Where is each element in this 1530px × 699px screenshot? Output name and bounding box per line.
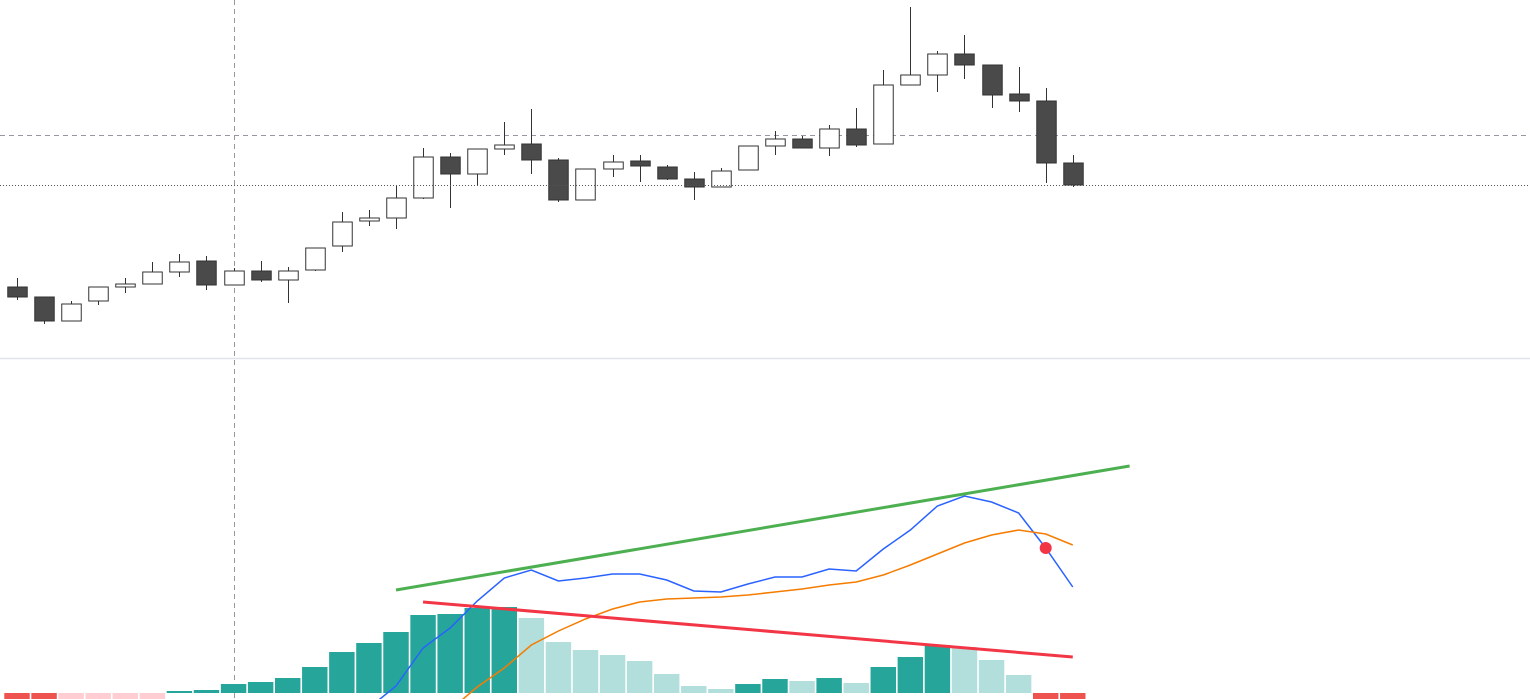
histogram-bar [708, 689, 734, 693]
histogram-bar [491, 607, 518, 693]
cross-marker [1039, 542, 1052, 554]
macd-pane [4, 464, 1130, 699]
histogram-bar [4, 693, 30, 699]
histogram-bar [599, 655, 626, 693]
candle-body [738, 145, 759, 171]
candle-body [711, 170, 732, 188]
histogram-bar [302, 667, 328, 693]
histogram-bar [1060, 693, 1086, 699]
candle-body [88, 286, 109, 302]
candle-body [467, 148, 488, 175]
price-pane [0, 7, 1530, 324]
trend-line [422, 600, 1073, 659]
candle-body [873, 84, 894, 145]
candle-body [61, 303, 82, 322]
histogram-bar [870, 667, 896, 693]
candle-body [332, 221, 353, 247]
histogram-bar [31, 693, 57, 699]
histogram-bar [383, 632, 409, 693]
histogram-bar [978, 660, 1005, 693]
candle-body [413, 156, 434, 199]
macd-line [461, 529, 1074, 699]
candle-body [1009, 93, 1030, 102]
candle-body [819, 128, 840, 149]
histogram-bar [274, 678, 301, 693]
candle-body [575, 168, 596, 201]
histogram-bar [735, 684, 761, 693]
histogram-bar [356, 643, 382, 693]
candle-body [305, 247, 326, 271]
candle-body [603, 161, 624, 170]
candle-body [521, 143, 542, 161]
candle-body [792, 138, 813, 149]
candle-body [142, 271, 163, 285]
histogram-bar [1032, 693, 1059, 699]
histogram-bar [681, 686, 707, 693]
histogram-bar [897, 657, 924, 693]
histogram-bar [924, 645, 951, 693]
candle-body [1036, 100, 1057, 164]
candle-body [440, 156, 461, 175]
candle-body [1063, 162, 1084, 186]
histogram-bar [58, 693, 84, 699]
histogram-bar [653, 674, 680, 693]
candle-body [954, 53, 975, 66]
candle-body [224, 270, 245, 286]
histogram-bar [139, 693, 166, 699]
trend-line [395, 464, 1130, 592]
candle-body [630, 160, 651, 167]
candle-body [115, 283, 136, 288]
histogram-bar [85, 693, 111, 699]
histogram-bar [545, 642, 572, 693]
histogram-bar [626, 661, 653, 693]
candle-body [494, 144, 515, 150]
histogram-bar [518, 618, 545, 693]
candle-body [251, 270, 272, 281]
candle-body [927, 53, 948, 76]
histogram-bar [193, 690, 220, 693]
histogram-bar [247, 682, 274, 693]
histogram-bar [789, 681, 815, 693]
candle-body [765, 138, 786, 147]
candle-body [386, 197, 407, 219]
candle-body [982, 64, 1003, 96]
candle-body [684, 178, 705, 188]
histogram-bar [816, 678, 842, 693]
histogram-bar [464, 608, 490, 693]
histogram-bar [329, 652, 355, 693]
candle-body [34, 296, 55, 322]
candle-body [169, 261, 190, 273]
histogram-bar [572, 650, 599, 693]
histogram-bar [166, 691, 193, 693]
histogram-bar [1005, 675, 1032, 693]
candle-body [846, 128, 867, 146]
candle-body [278, 270, 299, 281]
macd-line [378, 495, 1074, 699]
histogram-bar [843, 683, 869, 693]
candle-body [359, 217, 380, 222]
histogram-bar [410, 615, 436, 693]
candle-body [7, 286, 28, 298]
candle-body [900, 74, 921, 86]
candle-body [196, 260, 217, 286]
histogram-bar [951, 647, 978, 693]
histogram-bar [220, 684, 247, 693]
histogram-bar [437, 614, 463, 693]
histogram-bar [112, 693, 139, 699]
histogram-bar [762, 679, 788, 693]
candle-body [657, 166, 678, 180]
candle-body [548, 159, 569, 201]
